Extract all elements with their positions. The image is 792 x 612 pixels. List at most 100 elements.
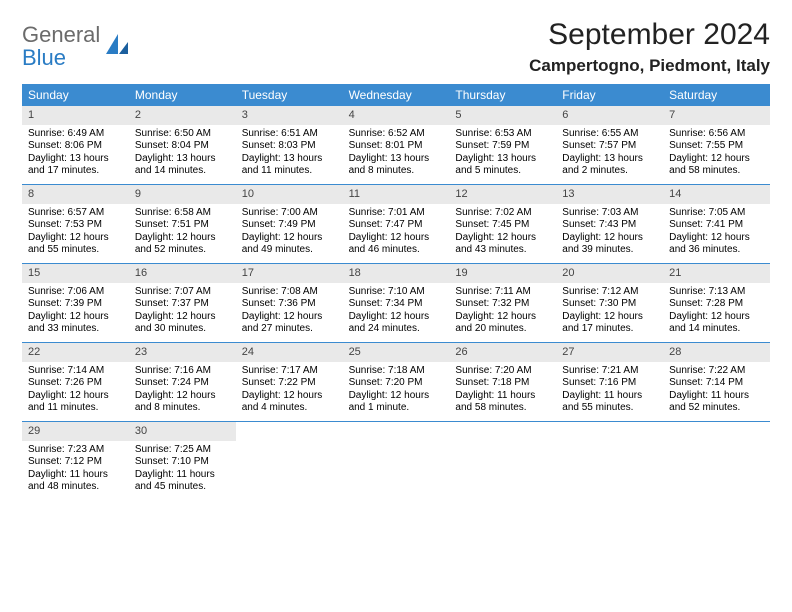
calendar-cell: 5Sunrise: 6:53 AMSunset: 7:59 PMDaylight… bbox=[449, 106, 556, 184]
calendar-week: 29Sunrise: 7:23 AMSunset: 7:12 PMDayligh… bbox=[22, 421, 770, 500]
daylight-text: Daylight: 13 hours bbox=[28, 153, 123, 166]
day-details: Sunrise: 7:16 AMSunset: 7:24 PMDaylight:… bbox=[129, 362, 236, 421]
calendar-cell: 21Sunrise: 7:13 AMSunset: 7:28 PMDayligh… bbox=[663, 264, 770, 342]
day-number: 29 bbox=[22, 422, 129, 441]
daylight-text: Daylight: 12 hours bbox=[349, 390, 444, 403]
daylight-text: and 55 minutes. bbox=[562, 402, 657, 415]
day-details: Sunrise: 7:03 AMSunset: 7:43 PMDaylight:… bbox=[556, 204, 663, 263]
daylight-text: and 11 minutes. bbox=[28, 402, 123, 415]
sunset-text: Sunset: 7:36 PM bbox=[242, 298, 337, 311]
daylight-text: Daylight: 12 hours bbox=[455, 311, 550, 324]
day-number: 1 bbox=[22, 106, 129, 125]
daylight-text: Daylight: 12 hours bbox=[349, 311, 444, 324]
calendar-week: 1Sunrise: 6:49 AMSunset: 8:06 PMDaylight… bbox=[22, 106, 770, 184]
calendar-cell bbox=[449, 422, 556, 500]
sunset-text: Sunset: 7:45 PM bbox=[455, 219, 550, 232]
calendar-week: 22Sunrise: 7:14 AMSunset: 7:26 PMDayligh… bbox=[22, 342, 770, 421]
daylight-text: Daylight: 12 hours bbox=[28, 232, 123, 245]
day-number: 12 bbox=[449, 185, 556, 204]
sunrise-text: Sunrise: 7:11 AM bbox=[455, 286, 550, 299]
sunset-text: Sunset: 7:16 PM bbox=[562, 377, 657, 390]
day-number: 13 bbox=[556, 185, 663, 204]
sunset-text: Sunset: 7:14 PM bbox=[669, 377, 764, 390]
day-number: 16 bbox=[129, 264, 236, 283]
sunset-text: Sunset: 7:10 PM bbox=[135, 456, 230, 469]
daylight-text: and 30 minutes. bbox=[135, 323, 230, 336]
daylight-text: and 17 minutes. bbox=[562, 323, 657, 336]
day-details: Sunrise: 7:00 AMSunset: 7:49 PMDaylight:… bbox=[236, 204, 343, 263]
day-number: 27 bbox=[556, 343, 663, 362]
calendar-cell: 28Sunrise: 7:22 AMSunset: 7:14 PMDayligh… bbox=[663, 343, 770, 421]
daylight-text: Daylight: 12 hours bbox=[562, 311, 657, 324]
day-details: Sunrise: 7:17 AMSunset: 7:22 PMDaylight:… bbox=[236, 362, 343, 421]
daylight-text: Daylight: 12 hours bbox=[562, 232, 657, 245]
calendar-cell: 6Sunrise: 6:55 AMSunset: 7:57 PMDaylight… bbox=[556, 106, 663, 184]
daylight-text: and 48 minutes. bbox=[28, 481, 123, 494]
daylight-text: Daylight: 13 hours bbox=[349, 153, 444, 166]
daylight-text: Daylight: 12 hours bbox=[669, 311, 764, 324]
sunset-text: Sunset: 7:28 PM bbox=[669, 298, 764, 311]
calendar-cell: 7Sunrise: 6:56 AMSunset: 7:55 PMDaylight… bbox=[663, 106, 770, 184]
day-details: Sunrise: 7:11 AMSunset: 7:32 PMDaylight:… bbox=[449, 283, 556, 342]
logo-text-blue: Blue bbox=[22, 45, 66, 70]
sunset-text: Sunset: 7:57 PM bbox=[562, 140, 657, 153]
daylight-text: Daylight: 11 hours bbox=[455, 390, 550, 403]
sunrise-text: Sunrise: 6:55 AM bbox=[562, 128, 657, 141]
sunset-text: Sunset: 8:03 PM bbox=[242, 140, 337, 153]
weekday-label: Saturday bbox=[663, 84, 770, 106]
day-details: Sunrise: 7:25 AMSunset: 7:10 PMDaylight:… bbox=[129, 441, 236, 500]
calendar-cell: 4Sunrise: 6:52 AMSunset: 8:01 PMDaylight… bbox=[343, 106, 450, 184]
sunrise-text: Sunrise: 7:21 AM bbox=[562, 365, 657, 378]
day-details: Sunrise: 7:23 AMSunset: 7:12 PMDaylight:… bbox=[22, 441, 129, 500]
sunset-text: Sunset: 7:34 PM bbox=[349, 298, 444, 311]
daylight-text: Daylight: 12 hours bbox=[242, 232, 337, 245]
daylight-text: and 11 minutes. bbox=[242, 165, 337, 178]
daylight-text: Daylight: 11 hours bbox=[562, 390, 657, 403]
calendar-cell: 15Sunrise: 7:06 AMSunset: 7:39 PMDayligh… bbox=[22, 264, 129, 342]
sunrise-text: Sunrise: 7:22 AM bbox=[669, 365, 764, 378]
sunset-text: Sunset: 7:43 PM bbox=[562, 219, 657, 232]
sunset-text: Sunset: 7:49 PM bbox=[242, 219, 337, 232]
sunset-text: Sunset: 7:37 PM bbox=[135, 298, 230, 311]
sunrise-text: Sunrise: 7:05 AM bbox=[669, 207, 764, 220]
day-number: 14 bbox=[663, 185, 770, 204]
day-number: 22 bbox=[22, 343, 129, 362]
daylight-text: and 49 minutes. bbox=[242, 244, 337, 257]
calendar-cell bbox=[343, 422, 450, 500]
sunrise-text: Sunrise: 6:49 AM bbox=[28, 128, 123, 141]
sunrise-text: Sunrise: 7:10 AM bbox=[349, 286, 444, 299]
sunset-text: Sunset: 7:53 PM bbox=[28, 219, 123, 232]
calendar-cell: 26Sunrise: 7:20 AMSunset: 7:18 PMDayligh… bbox=[449, 343, 556, 421]
day-details: Sunrise: 6:58 AMSunset: 7:51 PMDaylight:… bbox=[129, 204, 236, 263]
sunrise-text: Sunrise: 7:14 AM bbox=[28, 365, 123, 378]
day-details: Sunrise: 6:56 AMSunset: 7:55 PMDaylight:… bbox=[663, 125, 770, 184]
day-number: 9 bbox=[129, 185, 236, 204]
day-details: Sunrise: 7:01 AMSunset: 7:47 PMDaylight:… bbox=[343, 204, 450, 263]
day-number: 26 bbox=[449, 343, 556, 362]
day-number: 30 bbox=[129, 422, 236, 441]
day-number: 8 bbox=[22, 185, 129, 204]
daylight-text: and 27 minutes. bbox=[242, 323, 337, 336]
day-details: Sunrise: 7:13 AMSunset: 7:28 PMDaylight:… bbox=[663, 283, 770, 342]
daylight-text: and 39 minutes. bbox=[562, 244, 657, 257]
calendar-cell: 1Sunrise: 6:49 AMSunset: 8:06 PMDaylight… bbox=[22, 106, 129, 184]
calendar-week: 15Sunrise: 7:06 AMSunset: 7:39 PMDayligh… bbox=[22, 263, 770, 342]
daylight-text: and 58 minutes. bbox=[455, 402, 550, 415]
daylight-text: and 24 minutes. bbox=[349, 323, 444, 336]
sunrise-text: Sunrise: 7:01 AM bbox=[349, 207, 444, 220]
sunset-text: Sunset: 7:22 PM bbox=[242, 377, 337, 390]
sunset-text: Sunset: 7:12 PM bbox=[28, 456, 123, 469]
weekday-label: Tuesday bbox=[236, 84, 343, 106]
daylight-text: Daylight: 13 hours bbox=[135, 153, 230, 166]
sunrise-text: Sunrise: 7:03 AM bbox=[562, 207, 657, 220]
sunrise-text: Sunrise: 7:18 AM bbox=[349, 365, 444, 378]
day-details: Sunrise: 6:51 AMSunset: 8:03 PMDaylight:… bbox=[236, 125, 343, 184]
calendar-cell: 25Sunrise: 7:18 AMSunset: 7:20 PMDayligh… bbox=[343, 343, 450, 421]
day-number: 19 bbox=[449, 264, 556, 283]
daylight-text: and 36 minutes. bbox=[669, 244, 764, 257]
sunset-text: Sunset: 8:04 PM bbox=[135, 140, 230, 153]
sunrise-text: Sunrise: 7:25 AM bbox=[135, 444, 230, 457]
daylight-text: and 45 minutes. bbox=[135, 481, 230, 494]
sunset-text: Sunset: 7:55 PM bbox=[669, 140, 764, 153]
sunrise-text: Sunrise: 7:20 AM bbox=[455, 365, 550, 378]
